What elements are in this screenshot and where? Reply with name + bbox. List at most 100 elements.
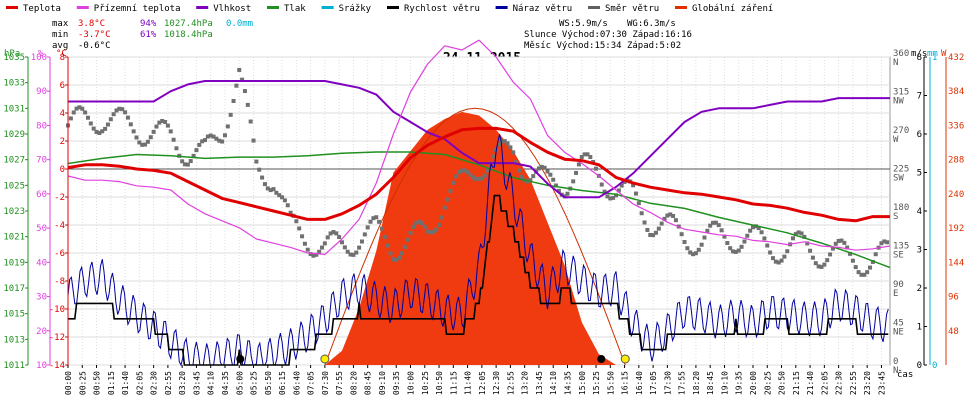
radiation-tick-label: 240 [948,190,964,200]
wind-dir-point [765,243,770,248]
wind-dir-point [685,246,690,251]
pressure-tick-label: 1017 [3,284,25,294]
x-tick-label: 10:00 [407,371,416,395]
temperature-tick-label: -14 [49,361,65,371]
min-temp: -3.7°C [78,30,111,40]
wind-tick-label: 6 [917,130,922,140]
wind-dir-point [125,115,130,120]
x-tick-label: 17:05 [649,371,658,395]
x-tick-label: 05:50 [264,371,273,395]
wind-dir-point [451,180,456,185]
x-tick-label: 09:10 [378,371,387,395]
x-tick-label: 02:55 [164,371,173,395]
wind-dir-point [145,139,150,144]
x-tick-label: 15:00 [578,371,587,395]
x-tick-label: 20:50 [778,371,787,395]
wind-dir-point [397,255,402,260]
legend-swatch [321,6,334,9]
x-tick-label: 01:40 [121,371,130,395]
legend-item: Rychlost větru [387,4,480,14]
humidity-tick-label: 70 [36,156,47,166]
wind-dir-point [302,241,307,246]
wind-dir-point [465,170,470,175]
wind-dir-point [885,240,890,245]
wind-dir-point [571,179,576,184]
humidity-tick-label: 30 [36,293,47,303]
info-block: WS:5.9m/s WG:6.3m/s Slunce Východ:07:30 … [524,19,692,51]
wind-dir-point [83,110,88,115]
min-label: min [52,30,68,40]
wind-dir-point [882,239,887,244]
wind-dir-point [491,154,496,159]
wind-dir-point [268,188,273,193]
wind-tick-label: 7 [917,92,922,102]
wind-dir-point [245,102,250,107]
temperature-tick-label: -4 [54,221,65,231]
temperature-line [67,126,890,223]
wind-dir-point [682,240,687,245]
x-tick-label: 17:55 [678,371,687,395]
x-tick-label: 21:15 [792,371,801,395]
wind-dir-point [594,166,599,171]
wind-dir-point [174,146,179,151]
pressure-line [67,151,891,269]
wind-dir-point [385,243,390,248]
wind-dir-point [445,197,450,202]
info-sun: Slunce Východ:07:30 Západ:16:16 [524,30,692,40]
wind-dir-point [311,253,316,258]
wind-dir-point [579,154,584,159]
wind-dir-point [88,121,93,126]
wind-dir-point [751,225,755,230]
wind-dir-point [91,126,96,131]
wind-dir-point [234,83,239,88]
wind-dir-point [830,246,835,251]
direction-tick-label: 135 [893,242,909,252]
pressure-tick-label: 1025 [3,181,25,191]
wind-dir-point [362,232,367,237]
x-tick-label: 08:45 [364,371,373,395]
legend-label: Srážky [339,4,372,14]
wind-tick-label: 1 [917,323,922,333]
wind-dir-point [822,262,827,267]
wind-dir-point [191,153,196,158]
direction-compass-label: S [893,212,898,222]
wind-dir-point [214,136,219,141]
direction-tick-label: 45 [893,319,904,329]
wind-dir-point [839,238,844,243]
x-tick-label: 22:55 [849,371,858,395]
wind-dir-point [514,160,519,165]
wind-dir-point [713,220,718,225]
wind-dir-point [371,216,376,221]
temperature-tick-label: 2 [60,137,65,147]
wind-dir-point [328,231,333,236]
wind-dir-point [825,258,830,263]
wind-dir-point [508,145,513,150]
x-tick-label: 20:00 [749,371,758,395]
wind-dir-point [668,212,673,217]
wind-dir-point [128,122,133,127]
wind-dir-point [205,134,210,139]
stats-block: max 3.8°C 94% 1027.4hPa 0.0mm min -3.7°C… [52,19,253,51]
x-tick-label: 01:15 [107,371,116,395]
direction-tick-label: 360 [893,49,909,59]
wind-dir-point [605,194,610,199]
wind-tick-label: 0 [917,361,922,371]
legend-label: Směr větru [605,4,659,14]
wind-dir-point [320,245,325,250]
wind-dir-point [331,230,336,235]
radiation-tick-label: 288 [948,156,964,166]
wind-dir-point [165,123,170,128]
pressure-tick-label: 1019 [3,258,25,268]
wind-dir-point [725,240,730,245]
wind-dir-point [574,170,579,175]
wind-dir-point [111,112,116,117]
wind-dir-point [231,99,236,104]
wind-dir-point [154,124,159,129]
wind-dir-point [197,142,202,147]
wind-dir-point [308,252,313,257]
x-tick-label: 14:35 [563,371,572,395]
radiation-tick-label: 48 [948,327,959,337]
wind-dir-point [656,226,661,231]
wind-dir-point [696,247,701,252]
direction-tick-label: 180 [893,203,909,213]
